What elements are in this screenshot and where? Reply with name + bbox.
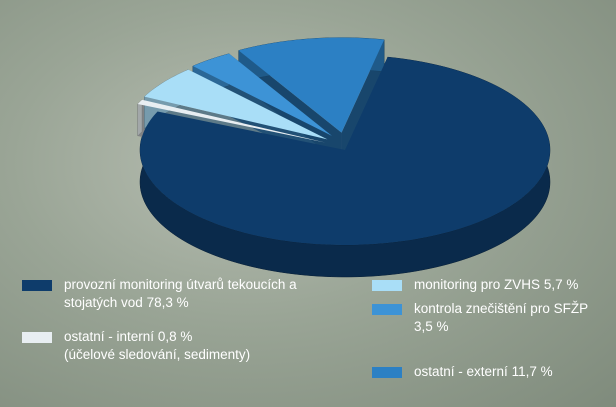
legend-label: ostatní - externí — [414, 364, 508, 379]
legend-label: kontrola znečištění pro SFŽP — [414, 301, 588, 316]
legend-note: (účelové sledování, sedimenty) — [64, 347, 251, 362]
legend-value: 3,5 % — [414, 319, 449, 334]
legend-value: 11,7 % — [511, 364, 553, 379]
slice — [192, 53, 332, 136]
slice — [144, 69, 328, 140]
slice-side — [137, 99, 143, 137]
legend-value: 78,3 % — [146, 295, 189, 310]
legend-item: provozní monitoring útvarů tekoucích a s… — [22, 276, 302, 312]
slice — [238, 37, 385, 133]
legend-item: kontrola znečištění pro SFŽP 3,5 % — [372, 300, 602, 336]
legend-text: ostatní - interní 0,8 % (účelové sledován… — [64, 328, 250, 364]
legend-item: ostatní - interní 0,8 % (účelové sledován… — [22, 328, 302, 364]
legend-value: 5,7 % — [543, 277, 579, 292]
legend-text: provozní monitoring útvarů tekoucích a s… — [64, 276, 302, 312]
legend-swatch — [22, 332, 52, 343]
legend-swatch — [372, 367, 402, 378]
legend-swatch — [372, 304, 402, 315]
legend-value: 0,8 % — [157, 329, 193, 344]
legend-text: ostatní - externí 11,7 % — [414, 363, 553, 381]
legend-swatch — [22, 280, 52, 291]
legend-label: provozní monitoring útvarů tekoucích a s… — [64, 277, 297, 310]
legend-text: monitoring pro ZVHS 5,7 % — [414, 276, 578, 294]
slice — [137, 99, 326, 143]
legend-text: kontrola znečištění pro SFŽP 3,5 % — [414, 300, 602, 336]
legend-label: ostatní - interní — [64, 329, 155, 344]
legend-item: monitoring pro ZVHS 5,7 % — [372, 276, 602, 294]
legend-label: monitoring pro ZVHS — [414, 277, 541, 292]
legend-swatch — [372, 280, 402, 291]
slice — [140, 57, 550, 245]
legend-item: ostatní - externí 11,7 % — [372, 363, 602, 381]
